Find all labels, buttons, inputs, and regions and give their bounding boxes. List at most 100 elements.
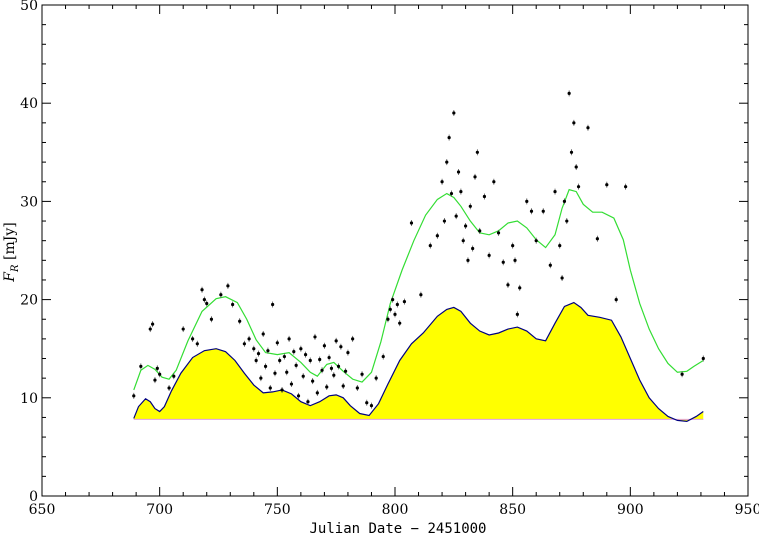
data-point bbox=[341, 384, 345, 388]
y-axis-label: FR [mJy] bbox=[2, 222, 21, 282]
x-axis-label: Julian Date − 2451000 bbox=[309, 521, 486, 537]
data-point bbox=[278, 358, 282, 363]
data-point bbox=[541, 209, 545, 213]
data-point bbox=[572, 121, 576, 125]
y-axis-label-main: F bbox=[2, 271, 18, 283]
data-point bbox=[701, 356, 705, 361]
data-point bbox=[511, 243, 515, 248]
data-point bbox=[456, 170, 461, 174]
data-point bbox=[202, 298, 206, 302]
data-point bbox=[275, 341, 279, 345]
data-point bbox=[482, 194, 487, 199]
y-tick-label: 30 bbox=[20, 194, 38, 210]
data-point bbox=[219, 293, 223, 297]
data-point bbox=[565, 219, 569, 223]
data-point bbox=[332, 373, 336, 377]
data-point bbox=[247, 337, 251, 341]
data-point bbox=[369, 404, 374, 408]
data-point bbox=[475, 150, 479, 154]
lower-envelope-fill-layer bbox=[133, 302, 704, 422]
x-tick-label: 900 bbox=[617, 502, 644, 518]
data-point bbox=[501, 260, 505, 264]
data-point bbox=[440, 180, 444, 184]
y-tick-label: 10 bbox=[20, 391, 38, 407]
data-point bbox=[487, 253, 491, 258]
data-point bbox=[506, 283, 510, 287]
data-point bbox=[256, 352, 261, 356]
upper-envelope-curve bbox=[133, 188, 704, 391]
data-point bbox=[158, 372, 162, 376]
x-tick-label: 700 bbox=[146, 502, 173, 518]
data-point bbox=[280, 388, 284, 392]
data-point bbox=[435, 234, 439, 238]
data-point bbox=[586, 126, 590, 130]
data-point bbox=[513, 258, 517, 262]
x-tick-label: 950 bbox=[735, 502, 759, 518]
data-point bbox=[209, 317, 214, 321]
data-point bbox=[386, 317, 390, 321]
data-point bbox=[395, 302, 399, 307]
data-point bbox=[322, 344, 326, 348]
data-point bbox=[605, 183, 609, 187]
data-points-layer bbox=[132, 90, 705, 409]
x-tick-label: 650 bbox=[29, 502, 56, 518]
data-point bbox=[329, 366, 334, 370]
data-point bbox=[569, 150, 574, 154]
data-point bbox=[287, 337, 291, 341]
data-point bbox=[525, 199, 529, 203]
data-point bbox=[402, 299, 407, 304]
data-point bbox=[195, 342, 199, 346]
data-point bbox=[315, 391, 319, 395]
data-point bbox=[468, 204, 472, 208]
lower-envelope-fill bbox=[133, 302, 704, 422]
y-tick-label: 40 bbox=[20, 96, 38, 112]
data-point bbox=[388, 307, 392, 312]
data-point bbox=[261, 332, 265, 336]
data-point bbox=[473, 175, 477, 179]
data-point bbox=[303, 352, 308, 357]
axis-ticks-layer bbox=[41, 4, 749, 497]
data-point bbox=[226, 284, 230, 288]
data-point bbox=[680, 372, 684, 376]
data-point bbox=[308, 358, 312, 363]
data-point bbox=[327, 355, 331, 360]
plot-frame bbox=[41, 4, 749, 497]
data-point bbox=[231, 302, 235, 307]
data-point bbox=[614, 298, 618, 302]
y-tick-label: 0 bbox=[29, 489, 38, 505]
data-point bbox=[172, 374, 176, 378]
data-point bbox=[282, 354, 286, 359]
data-point bbox=[263, 364, 268, 368]
x-tick-label: 750 bbox=[264, 502, 291, 518]
data-point bbox=[285, 370, 289, 374]
data-point bbox=[301, 374, 305, 378]
data-point bbox=[306, 400, 310, 404]
data-point bbox=[515, 312, 519, 316]
data-point bbox=[558, 243, 562, 248]
data-point bbox=[200, 288, 204, 292]
x-tick-label: 850 bbox=[499, 502, 526, 518]
data-point bbox=[259, 376, 263, 380]
data-point bbox=[167, 386, 171, 390]
data-point bbox=[574, 165, 578, 169]
data-point bbox=[242, 342, 246, 346]
data-point bbox=[391, 298, 395, 302]
y-tick-label: 20 bbox=[20, 293, 38, 309]
data-point bbox=[518, 286, 522, 290]
data-point bbox=[266, 349, 270, 353]
data-point bbox=[471, 246, 475, 251]
data-point bbox=[595, 237, 599, 241]
data-point bbox=[534, 239, 538, 243]
data-point bbox=[320, 368, 324, 372]
data-point bbox=[393, 312, 397, 316]
data-point bbox=[492, 180, 496, 184]
data-point bbox=[191, 337, 195, 341]
data-point bbox=[238, 319, 242, 323]
data-point bbox=[289, 382, 294, 386]
data-point bbox=[466, 258, 470, 262]
data-point bbox=[296, 394, 301, 398]
data-point bbox=[624, 185, 628, 189]
data-point bbox=[325, 385, 329, 389]
data-point bbox=[268, 386, 272, 390]
